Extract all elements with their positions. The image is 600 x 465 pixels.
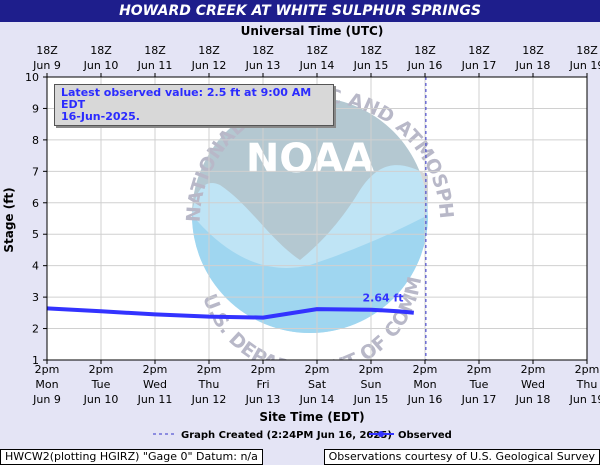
y-tick-label: 4 — [32, 260, 39, 273]
bottom-tick-time: 2pm — [467, 363, 492, 376]
top-tick-date: Jun 17 — [461, 59, 497, 72]
bottom-tick-day: Thu — [576, 378, 598, 391]
top-axis-ticks: 18Z Jun 9 18Z Jun 10 18Z Jun 11 18Z Jun 12 18Z Ju… — [32, 44, 600, 77]
legend-observed-label: Observed — [398, 430, 452, 441]
bottom-tick-time: 2pm — [359, 363, 384, 376]
bottom-tick-time: 2pm — [305, 363, 330, 376]
bottom-tick-date: Jun 9 — [32, 393, 61, 406]
bottom-tick-date: Jun 12 — [191, 393, 227, 406]
bottom-tick-day: Thu — [198, 378, 220, 391]
bottom-tick-time: 2pm — [35, 363, 60, 376]
x-axis-label: Site Time (EDT) — [259, 410, 364, 424]
bottom-tick-time: 2pm — [89, 363, 114, 376]
watermark-center-text: NOAA — [246, 136, 374, 182]
bottom-tick-day: Tue — [469, 378, 489, 391]
bottom-tick-time: 2pm — [521, 363, 546, 376]
top-axis-label: Universal Time (UTC) — [241, 24, 384, 38]
top-tick-time: 18Z — [252, 44, 274, 57]
chart-title: HOWARD CREEK AT WHITE SULPHUR SPRINGS — [0, 0, 600, 22]
bottom-tick-time: 2pm — [197, 363, 222, 376]
top-tick-date: Jun 15 — [353, 59, 389, 72]
top-tick-date: Jun 10 — [83, 59, 119, 72]
top-tick-time: 18Z — [198, 44, 220, 57]
y-tick-label: 9 — [32, 102, 39, 115]
top-tick-date: Jun 16 — [407, 59, 443, 72]
top-tick-date: Jun 11 — [137, 59, 173, 72]
y-tick-label: 6 — [32, 197, 39, 210]
legend-observed-marker — [378, 431, 384, 437]
bottom-axis-ticks: 2pm Mon Jun 9 2pm Tue Jun 10 2pm Wed Jun 11 2pm Th… — [32, 360, 600, 406]
top-tick-time: 18Z — [36, 44, 58, 57]
top-tick-date: Jun 18 — [515, 59, 551, 72]
bottom-tick-date: Jun 15 — [353, 393, 389, 406]
top-tick-date: Jun 14 — [299, 59, 335, 72]
bottom-tick-day: Wed — [143, 378, 167, 391]
bottom-tick-time: 2pm — [251, 363, 276, 376]
top-tick-time: 18Z — [468, 44, 490, 57]
observed-annotation: 2.64 ft — [362, 292, 403, 305]
bottom-tick-date: Jun 13 — [245, 393, 281, 406]
top-tick-time: 18Z — [144, 44, 166, 57]
y-tick-label: 3 — [32, 291, 39, 304]
bottom-tick-day: Mon — [413, 378, 436, 391]
bottom-tick-day: Sun — [361, 378, 382, 391]
bottom-tick-time: 2pm — [413, 363, 438, 376]
top-tick-time: 18Z — [306, 44, 328, 57]
top-tick-time: 18Z — [90, 44, 112, 57]
top-tick-time: 18Z — [360, 44, 382, 57]
bottom-tick-date: Jun 16 — [407, 393, 443, 406]
bottom-tick-time: 2pm — [143, 363, 168, 376]
footer-credit: Observations courtesy of U.S. Geological… — [323, 449, 600, 465]
top-tick-date: Jun 19 — [569, 59, 600, 72]
bottom-tick-day: Tue — [91, 378, 111, 391]
bottom-tick-date: Jun 14 — [299, 393, 335, 406]
bottom-tick-day: Wed — [521, 378, 545, 391]
bottom-tick-day: Sat — [308, 378, 327, 391]
bottom-tick-time: 2pm — [575, 363, 600, 376]
legend-created-label: Graph Created (2:24PM Jun 16, 2025) — [181, 430, 392, 441]
bottom-tick-date: Jun 19 — [569, 393, 600, 406]
top-tick-time: 18Z — [522, 44, 544, 57]
footer-datum: HWCW2(plotting HGIRZ) "Gage 0" Datum: n/… — [0, 449, 263, 465]
bottom-tick-date: Jun 11 — [137, 393, 173, 406]
top-tick-time: 18Z — [414, 44, 436, 57]
y-tick-label: 8 — [32, 134, 39, 147]
bottom-tick-date: Jun 10 — [83, 393, 119, 406]
top-tick-date: Jun 12 — [191, 59, 227, 72]
observed-series-line — [47, 306, 414, 320]
top-tick-date: Jun 13 — [245, 59, 281, 72]
y-axis-label: Stage (ft) — [2, 187, 16, 252]
latest-value-line2: 16-Jun-2025. — [61, 110, 140, 123]
bottom-tick-day: Mon — [35, 378, 58, 391]
latest-value-callout: Latest observed value: 2.5 ft at 9:00 AM… — [54, 84, 334, 126]
y-tick-label: 1 — [32, 354, 39, 367]
top-tick-time: 18Z — [576, 44, 598, 57]
y-tick-label: 7 — [32, 165, 39, 178]
legend: Graph Created (2:24PM Jun 16, 2025) Obse… — [153, 430, 452, 441]
y-tick-label: 2 — [32, 323, 39, 336]
bottom-tick-date: Jun 18 — [515, 393, 551, 406]
y-tick-label: 10 — [25, 71, 39, 84]
bottom-tick-day: Fri — [256, 378, 269, 391]
y-axis-ticks: 1 2 3 4 5 6 7 8 9 10 — [25, 71, 47, 367]
y-tick-label: 5 — [32, 228, 39, 241]
bottom-tick-date: Jun 17 — [461, 393, 497, 406]
latest-value-line1: Latest observed value: 2.5 ft at 9:00 AM… — [61, 86, 312, 111]
top-tick-date: Jun 9 — [32, 59, 61, 72]
